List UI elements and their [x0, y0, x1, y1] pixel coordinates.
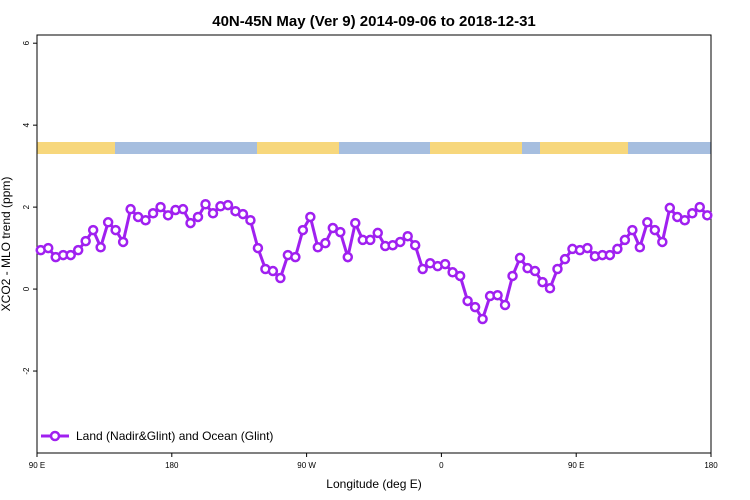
data-point — [177, 203, 189, 215]
data-point — [102, 217, 114, 228]
x-tick-label: 180 — [704, 461, 718, 470]
data-point — [192, 211, 204, 223]
data-point — [110, 224, 121, 236]
x-tick-label: 90 E — [29, 461, 45, 470]
data-point — [320, 237, 331, 249]
data-point — [642, 217, 653, 228]
data-point — [305, 211, 316, 223]
data-point — [207, 208, 219, 219]
data-point — [537, 276, 548, 288]
data-point — [140, 214, 151, 226]
data-point — [72, 244, 84, 256]
data-point — [245, 214, 256, 226]
data-point — [664, 202, 676, 214]
data-point — [657, 236, 668, 248]
data-point — [529, 265, 541, 277]
data-point — [679, 214, 691, 226]
data-point — [394, 236, 406, 248]
data-point — [469, 301, 481, 313]
chart-title: 40N-45N May (Ver 9) 2014-09-06 to 2018-1… — [212, 13, 536, 30]
y-tick-label: 0 — [22, 286, 31, 291]
data-point — [477, 313, 488, 325]
x-tick-label: 180 — [165, 461, 179, 470]
data-point — [222, 199, 234, 211]
data-point — [604, 249, 616, 261]
data-point — [185, 217, 196, 229]
data-point — [335, 226, 346, 238]
x-tick-label: 90 E — [568, 461, 584, 470]
data-point — [80, 235, 91, 247]
data-point — [290, 251, 301, 263]
y-tick-label: 6 — [22, 40, 31, 45]
data-point — [237, 208, 249, 220]
x-axis-label: Longitude (deg E) — [326, 477, 421, 491]
data-point — [649, 224, 661, 236]
data-point — [417, 263, 428, 275]
data-point — [267, 265, 279, 277]
data-point — [297, 224, 309, 236]
data-point — [492, 289, 503, 301]
data-point — [499, 299, 511, 311]
data-point — [612, 243, 623, 255]
legend-label: Land (Nadir&Glint) and Ocean (Glint) — [76, 429, 273, 443]
data-point — [365, 234, 376, 246]
data-point — [200, 198, 211, 210]
data-point — [552, 263, 563, 275]
data-point — [702, 210, 713, 221]
data-point — [342, 251, 354, 263]
data-point — [409, 239, 421, 251]
data-point — [514, 252, 526, 264]
data-point — [559, 253, 571, 265]
data-point — [275, 272, 286, 284]
data-point — [454, 270, 466, 282]
data-point — [582, 242, 593, 254]
legend-marker — [49, 430, 61, 442]
data-point — [634, 242, 646, 253]
data-point — [312, 242, 324, 253]
land-ocean-strip — [37, 142, 711, 154]
data-point — [350, 217, 361, 229]
data-point — [627, 224, 638, 236]
data-point — [125, 203, 136, 215]
y-tick-label: 4 — [22, 122, 31, 127]
y-tick-label: -2 — [22, 367, 31, 375]
x-tick-label: 90 W — [297, 461, 316, 470]
x-tick-label: 0 — [439, 461, 444, 470]
data-point — [117, 236, 129, 248]
data-point — [372, 227, 383, 239]
data-point — [252, 242, 264, 254]
data-point — [439, 258, 451, 270]
data-point — [162, 210, 174, 221]
data-point — [87, 224, 99, 236]
data-point — [42, 242, 54, 254]
data-point — [65, 249, 76, 261]
plot-frame — [36, 34, 712, 454]
data-point — [619, 234, 631, 246]
data-point — [687, 208, 698, 219]
y-tick-label: 2 — [22, 204, 31, 209]
data-point — [694, 201, 706, 213]
y-axis-label: XCO2 - MLO trend (ppm) — [0, 177, 13, 312]
data-point — [507, 270, 518, 282]
data-point — [402, 230, 413, 242]
data-point — [95, 242, 106, 253]
data-point — [544, 283, 556, 294]
data-point — [462, 295, 473, 307]
data-point — [147, 208, 159, 219]
data-point — [327, 222, 339, 234]
data-point — [155, 201, 166, 213]
